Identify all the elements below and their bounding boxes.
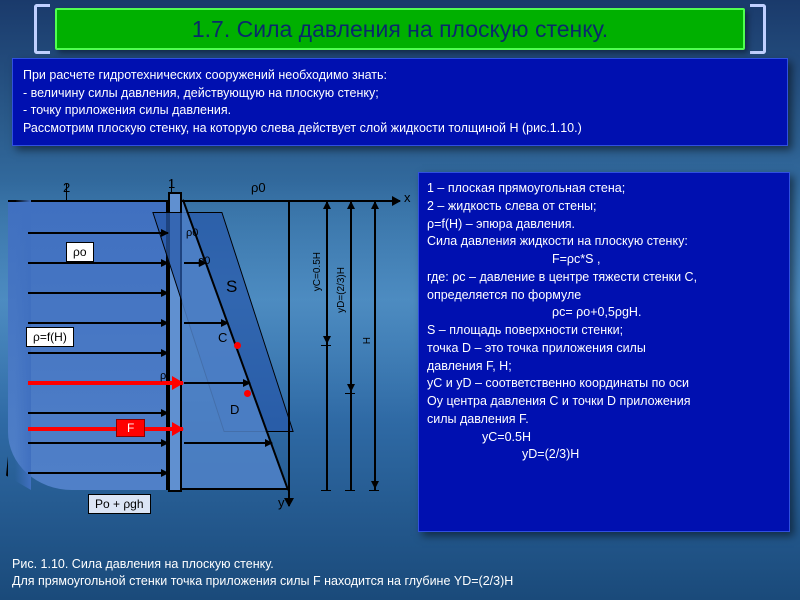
intro-text-box: При расчете гидротехнических сооружений … [12,58,788,146]
label-s: S [226,277,237,297]
pressure-diagram: yC=0.5H yD=(2/3)H H 2 1 ρ0 x y S C D ρ0 … [8,172,408,532]
pressure-arrow [28,442,168,444]
pressure-arrow [28,232,168,234]
desc-line: где: ρc – давление в центре тяжести стен… [427,269,781,287]
intro-line: - величину силы давления, действующую на… [23,85,777,103]
desc-line: силы давления F. [427,411,781,429]
epure-arrow [184,382,250,384]
pressure-arrow [28,322,168,324]
leader-1 [171,180,172,194]
tick [321,490,331,491]
desc-formula: yD=(2/3)H [522,446,781,464]
leader-2 [66,184,67,200]
dim-yc [326,202,327,343]
force-arrow-f [28,427,183,431]
label-rho-box: ρo [66,242,94,262]
desc-line: Oy центра давления C и точки D приложени… [427,393,781,411]
desc-formula: yC=0.5H [482,429,781,447]
desc-line: 2 – жидкость слева от стены; [427,198,781,216]
section-title: 1.7. Сила давления на плоскую стенку. [55,8,745,50]
tick [369,490,379,491]
intro-line: - точку приложения силы давления. [23,102,777,120]
desc-line: ρ=f(H) – эпюра давления. [427,216,781,234]
label-h: H [362,337,373,344]
tick [345,490,355,491]
pressure-arrow [28,472,168,474]
desc-line: определяется по формуле [427,287,781,305]
pressure-arrow [28,412,168,414]
tick [345,393,355,394]
label-c: C [218,330,227,345]
tick [321,345,331,346]
y-axis [288,200,290,506]
point-c [234,342,241,349]
desc-formula: F=ρc*S , [552,251,781,269]
desc-line: yC и yD – соответственно координаты по о… [427,375,781,393]
label-rho-small: ρ [160,370,166,382]
desc-formula: ρc= ρo+0,5ρgH. [552,304,781,322]
desc-line: давления F, H; [427,358,781,376]
label-rho-f: ρ=f(H) [26,327,74,347]
caption-line: Рис. 1.10. Сила давления на плоскую стен… [12,556,788,573]
dim-h [374,202,375,488]
label-rho0-hyp: ρ0 [186,227,198,239]
label-rho0-mid: ρ0 [198,255,210,267]
label-f: F [116,419,145,437]
desc-line: S – площадь поверхности стенки; [427,322,781,340]
intro-line: При расчете гидротехнических сооружений … [23,67,777,85]
label-yd: yD=(2/3)H [336,267,347,313]
label-bottom-pressure: Po + ρgh [88,494,151,514]
x-axis [180,200,400,202]
description-box: 1 – плоская прямоугольная стена; 2 – жид… [418,172,790,532]
epure-arrow [184,442,272,444]
epure-arrow [184,322,228,324]
desc-line: точка D – это точка приложения силы [427,340,781,358]
label-y: y [278,495,285,510]
pressure-arrow [28,352,168,354]
figure-caption: Рис. 1.10. Сила давления на плоскую стен… [12,556,788,590]
label-d: D [230,402,239,417]
pressure-arrow [28,292,168,294]
dim-yd [350,202,351,391]
point-d [244,390,251,397]
desc-line: Сила давления жидкости на плоскую стенку… [427,233,781,251]
title-bracket-left [34,4,50,54]
pressure-arrow [28,262,168,264]
caption-line: Для прямоугольной стенки точка приложени… [12,573,788,590]
label-rho0-top: ρ0 [251,180,266,195]
label-yc: yC=0.5H [312,252,323,291]
desc-line: 1 – плоская прямоугольная стена; [427,180,781,198]
intro-line: Рассмотрим плоскую стенку, на которую сл… [23,120,777,138]
label-x: x [404,190,411,205]
title-bracket-right [750,4,766,54]
